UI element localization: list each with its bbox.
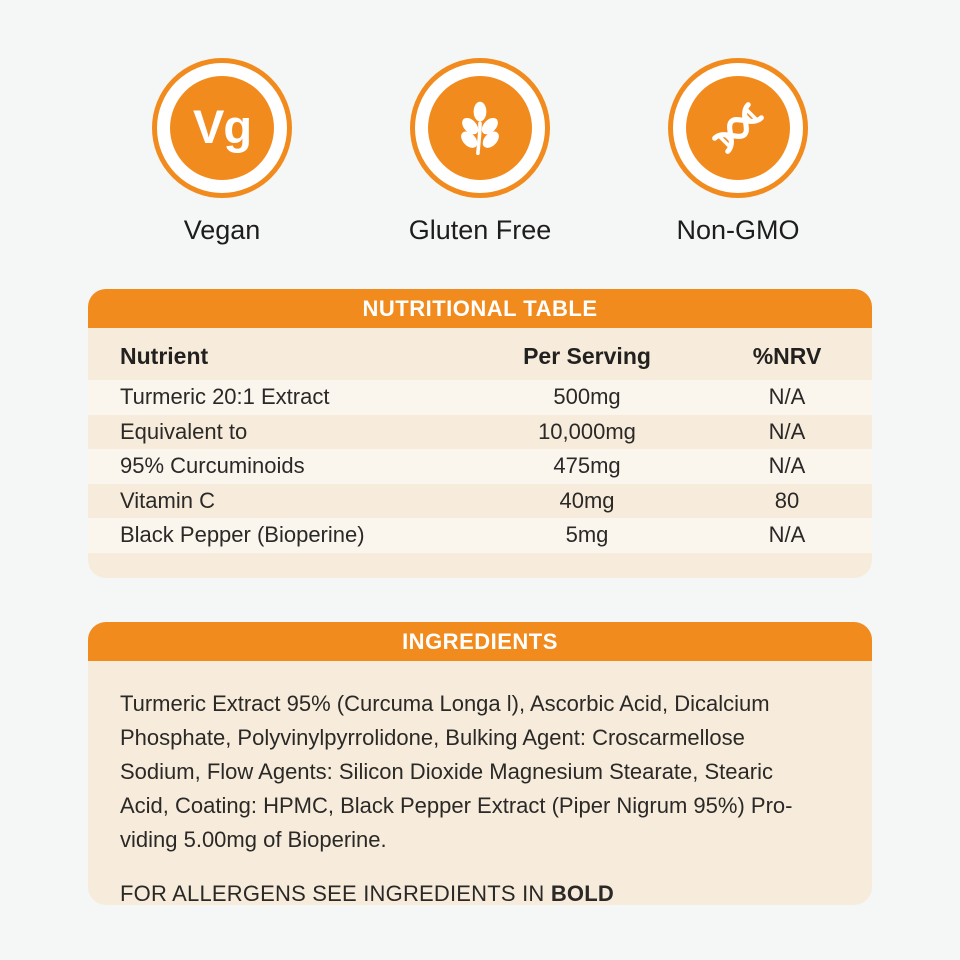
gluten-free-badge-ring [410, 58, 550, 198]
badge-non-gmo: Non-GMO [658, 58, 818, 246]
vegan-badge-ring: Vg [152, 58, 292, 198]
nrv-cell: N/A [768, 453, 806, 479]
nutrient-cell: 95% Curcuminoids [120, 453, 305, 479]
column-header-nrv: %NRV [752, 342, 822, 369]
wheat-icon [428, 76, 532, 180]
table-row: Turmeric 20:1 Extract 500mg N/A [88, 380, 872, 415]
table-body: Turmeric 20:1 Extract 500mg N/A Equivale… [88, 380, 872, 553]
per-serving-cell: 10,000mg [538, 418, 636, 444]
allergen-notice-bold: BOLD [550, 881, 614, 905]
nrv-cell: N/A [768, 384, 806, 410]
nutritional-table-panel: NUTRITIONAL TABLE Nutrient Per Serving %… [88, 289, 872, 578]
nutrient-cell: Equivalent to [120, 418, 248, 444]
badge-row: Vg Vegan [0, 58, 960, 246]
table-row: Equivalent to 10,000mg N/A [88, 415, 872, 450]
ingredients-body: Turmeric Extract 95% (Curcuma Longa l), … [88, 661, 872, 905]
vg-monogram-icon: Vg [170, 76, 274, 180]
per-serving-cell: 5mg [565, 522, 609, 548]
per-serving-cell: 40mg [559, 487, 615, 513]
nutritional-table-header: NUTRITIONAL TABLE [88, 289, 872, 328]
table-row: Vitamin C 40mg 80 [88, 484, 872, 519]
badge-vegan: Vg Vegan [142, 58, 302, 246]
column-header-nutrient: Nutrient [120, 342, 209, 369]
nutrient-cell: Black Pepper (Bioperine) [120, 522, 365, 548]
table-header-row: Nutrient Per Serving %NRV [88, 328, 872, 380]
nrv-cell: N/A [768, 418, 806, 444]
allergen-notice: FOR ALLERGENS SEE INGREDIENTS IN BOLD [120, 881, 840, 905]
nrv-cell: N/A [768, 522, 806, 548]
vg-monogram-text: Vg [192, 99, 252, 153]
dna-icon [686, 76, 790, 180]
nrv-cell: 80 [774, 487, 800, 513]
badge-label-gluten-free: Gluten Free [408, 215, 552, 245]
badge-gluten-free: Gluten Free [400, 58, 560, 246]
per-serving-cell: 500mg [553, 384, 621, 410]
table-row: Black Pepper (Bioperine) 5mg N/A [88, 518, 872, 553]
ingredients-text: Turmeric Extract 95% (Curcuma Longa l), … [120, 691, 793, 852]
ingredients-header: INGREDIENTS [88, 622, 872, 661]
badge-label-non-gmo: Non-GMO [676, 215, 800, 245]
nutrient-cell: Turmeric 20:1 Extract [120, 384, 330, 410]
non-gmo-badge-ring [668, 58, 808, 198]
column-header-per-serving: Per Serving [523, 342, 651, 369]
table-row: 95% Curcuminoids 475mg N/A [88, 449, 872, 484]
badge-label-vegan: Vegan [183, 215, 261, 245]
ingredients-panel: INGREDIENTS Turmeric Extract 95% (Curcum… [88, 622, 872, 905]
nutrient-cell: Vitamin C [120, 487, 215, 513]
per-serving-cell: 475mg [553, 453, 621, 479]
allergen-notice-text: FOR ALLERGENS SEE INGREDIENTS IN [120, 881, 551, 905]
